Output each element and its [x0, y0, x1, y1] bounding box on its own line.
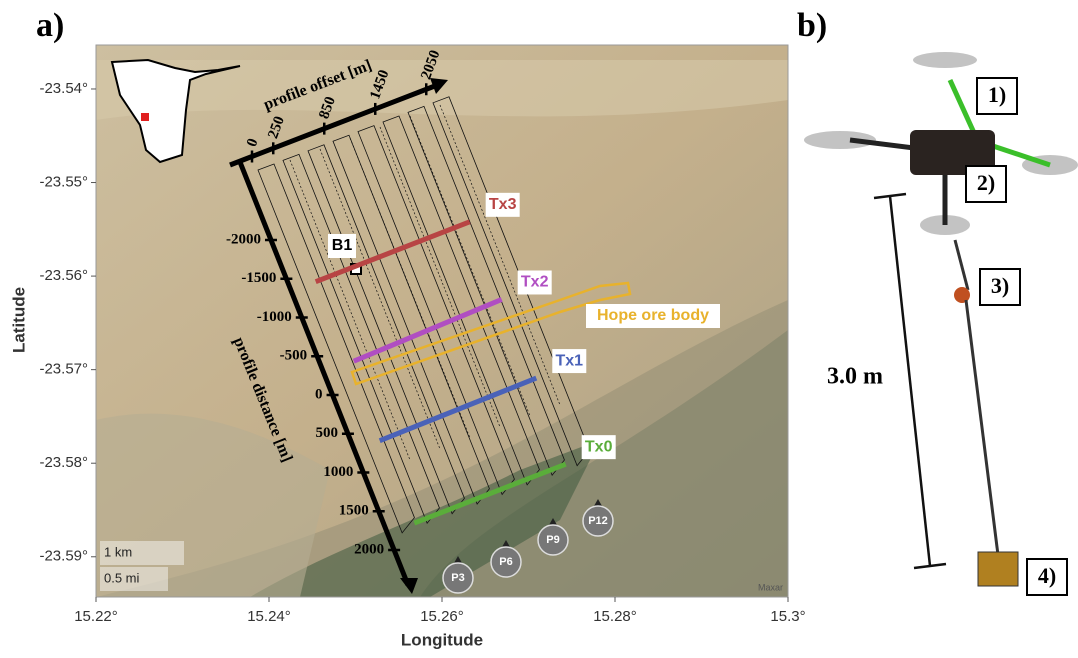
transmitter: [378, 375, 538, 444]
inset-map: [110, 58, 241, 164]
arrow-head: [400, 578, 418, 594]
photo-labels: 1) 2) 3) 4): [965, 77, 1068, 596]
y-tick-label: -23.55°: [39, 174, 88, 191]
profile-lines: [257, 96, 590, 534]
profile-tick-label: 0: [315, 386, 323, 402]
profile-tick-label: -1500: [241, 270, 276, 286]
profile-line: [439, 104, 561, 406]
marker-tip: [454, 556, 462, 563]
marker-tip: [502, 540, 510, 547]
profile-line: [349, 137, 471, 439]
x-tick-label: 15.3°: [770, 608, 805, 625]
profile-line: [379, 126, 501, 428]
x-axis-label: Longitude: [401, 630, 483, 649]
transmitter-label: Tx2: [521, 274, 549, 291]
profile-line: [307, 144, 465, 515]
x-tick-label: 15.28°: [593, 608, 637, 625]
ore-body-label: Hope ore body: [597, 307, 709, 324]
profile-marker-label: P6: [499, 556, 512, 568]
photo-label: 3): [991, 273, 1009, 298]
profile-line: [332, 134, 490, 505]
profile-marker: [442, 562, 474, 594]
profile-line: [409, 115, 531, 417]
photo-label: 2): [977, 170, 995, 195]
profile-tick-label: -500: [280, 348, 308, 364]
y-tick-label: -23.56°: [39, 267, 88, 284]
arrow-head: [430, 78, 448, 94]
label-box: [586, 304, 720, 328]
transmitter-label: Tx3: [489, 196, 517, 213]
borehole-label: B1: [332, 237, 353, 254]
label-box: [552, 349, 587, 374]
photo-label: 4): [1038, 563, 1056, 588]
y-tick-label: -23.58°: [39, 454, 88, 471]
profile-line: [357, 125, 515, 496]
y-tick-label: -23.54°: [39, 80, 88, 97]
label-box: [1026, 558, 1068, 596]
profile-marker-label: P9: [546, 534, 559, 546]
profile-tick-label: -1000: [257, 309, 292, 325]
panel-label: b): [797, 7, 827, 44]
profile-line: [289, 159, 411, 461]
profile-tick-label: 250: [265, 114, 288, 141]
ore-body: [350, 281, 632, 386]
label-box: [976, 77, 1018, 115]
label-box: [965, 165, 1007, 203]
y-tick-label: -23.59°: [39, 548, 88, 565]
transmitter-label: Tx0: [585, 438, 613, 455]
transmitter: [314, 219, 471, 285]
profile-marker-label: P12: [588, 515, 608, 527]
profile-marker: [490, 546, 522, 578]
marker-tip: [594, 499, 602, 506]
profile-tick-label: 2000: [354, 541, 384, 557]
profile-line: [407, 105, 565, 477]
profile-axis: [229, 81, 441, 168]
x-tick-label: 15.24°: [247, 608, 291, 625]
label-box: [328, 234, 356, 258]
profile-marker-label: P3: [451, 572, 464, 584]
photo-label: 1): [988, 82, 1006, 107]
label-box: [581, 435, 616, 460]
transmitter-label: Tx1: [555, 352, 583, 369]
scale-label: 0.5 mi: [104, 570, 140, 585]
label-box: [517, 270, 552, 295]
label-box: [979, 268, 1021, 306]
credit: Maxar: [758, 582, 783, 592]
transmitter: [352, 297, 503, 364]
length-label: 3.0 m: [827, 364, 883, 390]
inset-marker: [141, 113, 149, 121]
profile-line: [382, 115, 540, 486]
panel-label: a): [36, 7, 64, 44]
profile-line: [319, 148, 441, 450]
profile-tick-label: -2000: [226, 231, 261, 247]
profile-line: [257, 163, 415, 534]
x-tick-label: 15.26°: [420, 608, 464, 625]
profile-tick-label: 850: [316, 95, 339, 122]
profile-tick-label: 1000: [323, 464, 353, 480]
profile-marker: [582, 505, 614, 537]
marker-tip: [549, 518, 557, 525]
x-tick-label: 15.22°: [74, 608, 118, 625]
profile-tick-label: 1500: [339, 503, 369, 519]
profile-marker: [537, 524, 569, 556]
y-axis-label: Latitude: [9, 287, 28, 353]
scale-label: 1 km: [104, 544, 132, 559]
length-bar: [873, 192, 947, 570]
profile-axis: [237, 161, 411, 586]
label-box: [485, 192, 520, 217]
y-tick-label: -23.57°: [39, 361, 88, 378]
profile-tick-label: 500: [315, 425, 338, 441]
transmitter: [413, 461, 567, 526]
drone: [804, 52, 1078, 587]
profile-line: [282, 153, 440, 525]
